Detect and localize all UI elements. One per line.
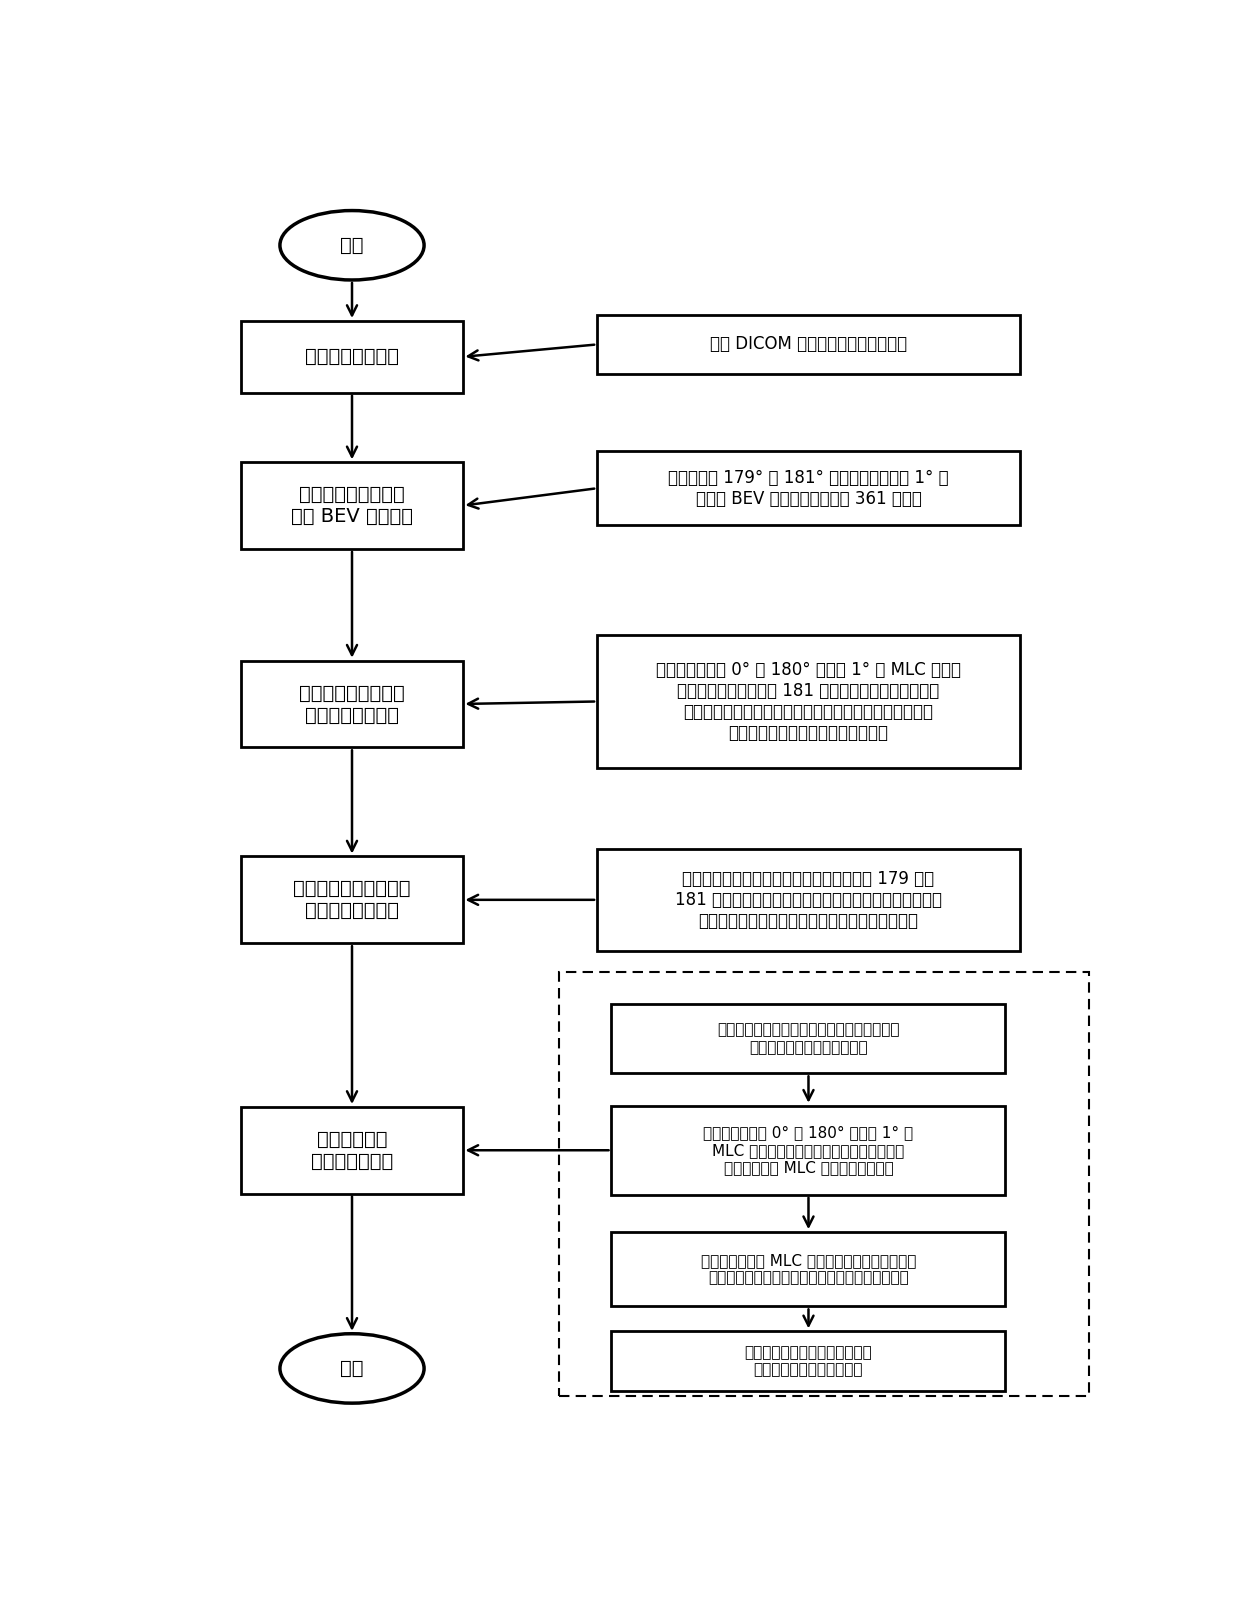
Bar [558,972,1089,1396]
Bar [598,634,1021,768]
Text: 将每个机架角度较优准直器角度按照机架从 179 度到
181 度绘制散点图和趋势线，设置准直器角度变化阈値，
将准直器角度相接近的连续机架角度划分为一段弧: 将每个机架角度较优准直器角度按照机架从 179 度到 181 度绘制散点图和趋势… [675,869,942,929]
Text: 用准直器角度从 0° 到 180° 每间隔 1° 的
MLC 去对每段弧并集投影进行适形，并计算
每种适形角度 MLC 叶片所围成的面积: 用准直器角度从 0° 到 180° 每间隔 1° 的 MLC 去对每段弧并集投影… [703,1125,914,1175]
Text: 用准直器角度从 0° 到 180° 每间隔 1° 的 MLC 叶片去
适形每张靶区投影，共 181 种方式，计算每种角度的适
形指数，并选取最优和次优适形指数对: 用准直器角度从 0° 到 180° 每间隔 1° 的 MLC 叶片去 适形每张靶… [656,662,961,742]
Text: 将全弧根据较优准直器
角度分布进行分段: 将全弧根据较优准直器 角度分布进行分段 [293,879,410,921]
Text: 计算每个机架角度下
的较优准直器角度: 计算每个机架角度下 的较优准直器角度 [299,684,405,724]
Ellipse shape [280,211,424,280]
Text: 结束: 结束 [340,1359,363,1378]
Bar [598,451,1021,525]
Bar [242,320,463,393]
Bar [242,462,463,549]
Text: 开始: 开始 [340,235,363,254]
Text: 计算机架从 179° 到 181° 逆时针旋转每间隔 1° 下
的靶区 BEV 投影形状，共获取 361 张投影: 计算机架从 179° 到 181° 逆时针旋转每间隔 1° 下 的靶区 BEV … [668,469,949,507]
Bar [611,1005,1006,1074]
Text: 导入 DICOM 文件，构建三维靶区形状: 导入 DICOM 文件，构建三维靶区形状 [711,335,906,354]
Ellipse shape [280,1333,424,1404]
Text: 构建三维靶区形状: 构建三维靶区形状 [305,348,399,367]
Bar [242,857,463,943]
Text: 计算每段弧的
最优准直器角度: 计算每段弧的 最优准直器角度 [311,1130,393,1170]
Bar [598,848,1021,950]
Bar [611,1331,1006,1391]
Bar [611,1106,1006,1195]
Text: 根据分段结果，对每段弧内所有机架角度的靶
区投影进行叠加得到并集投影: 根据分段结果，对每段弧内所有机架角度的靶 区投影进行叠加得到并集投影 [717,1022,900,1055]
Bar [611,1232,1006,1306]
Text: 计算每个机架角度下
靶区 BEV 投影形状: 计算每个机架角度下 靶区 BEV 投影形状 [291,485,413,526]
Bar [242,1106,463,1193]
Bar [598,314,1021,374]
Text: 将每种适形角度 MLC 围成的面积减去此段弧内所
有机架角度的靶区投影，得到剩余面积并加权求和: 将每种适形角度 MLC 围成的面积减去此段弧内所 有机架角度的靶区投影，得到剩余… [701,1253,916,1285]
Bar [242,660,463,747]
Text: 将最小和所对应准直器角度定义
为此段弧的最优准直器角度: 将最小和所对应准直器角度定义 为此段弧的最优准直器角度 [744,1344,873,1377]
